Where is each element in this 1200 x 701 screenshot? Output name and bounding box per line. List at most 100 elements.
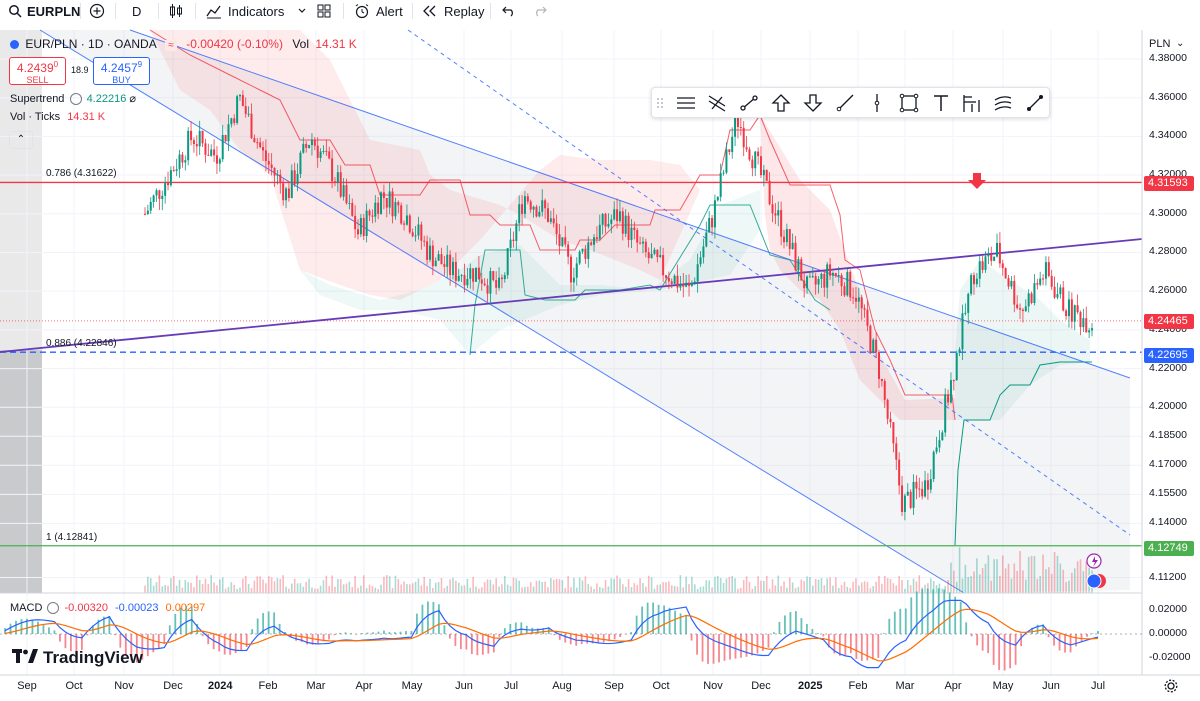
candle-body [305,143,308,148]
macd-histogram-bar [1020,634,1023,647]
volume-bar [417,578,420,593]
tradingview-logo[interactable]: TradingView [12,648,143,668]
volume-bar [938,583,941,593]
macd-histogram-bar [1097,631,1099,634]
candle-body [719,173,722,197]
redo-button[interactable] [533,0,547,22]
price-axis-label: 4.31593 [1144,175,1194,191]
volume-bar [256,576,259,593]
ray-icon[interactable] [834,92,856,114]
volume-bar [452,577,454,593]
volume-bar [167,585,169,593]
candle-body [218,159,221,164]
volume-bar [705,580,708,593]
volume-bar [544,581,546,593]
rectangle-icon[interactable] [898,92,920,114]
spread-value: 18.9 [71,65,89,75]
candle-body [806,276,809,289]
fib-retracement-icon[interactable] [960,92,982,114]
macd-histogram-bar [591,634,594,644]
volume-bar [290,583,293,593]
settings-icon[interactable] [1164,679,1178,696]
candle-body [368,210,371,216]
candle-body [434,260,437,267]
macd-line [4,599,1099,669]
compare-button[interactable] [89,0,105,22]
arrow-up-icon[interactable] [770,92,792,114]
tradingview-logo-text: TradingView [43,648,143,667]
candle-body [662,255,665,276]
undo-button[interactable] [502,0,516,22]
trend-line-icon[interactable] [738,92,760,114]
candle-body [742,127,745,148]
measure-icon[interactable] [1024,92,1046,114]
candle-body [996,242,999,257]
volume-bar [1001,555,1004,593]
macd-histogram-bar [690,634,693,641]
macd-histogram-bar [520,622,523,634]
macd-legend[interactable]: MACD -0.00320 -0.00023 0.00297 [10,602,205,615]
volume-bar [308,578,310,593]
indicators-button[interactable]: Indicators [206,0,306,22]
macd-histogram-bar [432,601,435,634]
sell-button[interactable]: 4.24390 SELL [9,57,66,85]
regression-trend-icon[interactable] [992,92,1014,114]
supertrend-legend[interactable]: Supertrend 4.22216 ⌀ [10,92,136,106]
vertical-line-icon[interactable] [866,92,888,114]
fib-label-0786: 0.786 (4.31622) [46,168,117,180]
candle-body [1027,293,1030,307]
volume-bar [978,574,981,593]
macd-histogram-bar [97,619,100,634]
candle-body [604,213,607,227]
replay-button[interactable]: Replay [422,0,484,22]
text-icon[interactable] [930,92,952,114]
candle-body [492,271,495,281]
parallel-channel-icon[interactable] [706,92,728,114]
symbol-search[interactable]: EURPLN [8,0,80,22]
volume-bar [239,587,241,593]
volume-bar [529,582,532,593]
layouts-button[interactable] [317,0,331,22]
volume-bar [832,585,834,593]
candle-body [872,339,875,353]
volume-bar [221,577,224,593]
collapse-legend-button[interactable]: ⌃ [9,131,33,149]
horizontal-lines-icon[interactable] [675,92,697,114]
candle-body [593,237,596,245]
buy-button[interactable]: 4.24579 BUY [93,57,150,85]
time-axis-label: Apr [944,680,962,692]
chevron-down-icon[interactable]: ⌄ [1176,38,1185,49]
candle-body [371,215,374,217]
volume-bar [273,581,276,593]
candle-body [158,190,161,200]
rewind-icon [422,5,438,17]
macd-tick: 0.02000 [1149,603,1187,615]
macd-histogram-bar [438,604,440,634]
macd-histogram-bar [289,634,292,638]
candle-body [241,95,244,107]
grid-icon [317,4,331,18]
volume-bar [429,578,431,593]
volume-bar [800,579,803,593]
volume-bar [734,578,736,593]
candle-body [457,276,460,281]
arrow-down-icon[interactable] [802,92,824,114]
volume-bar [639,578,641,593]
volume-bar [765,575,768,593]
candle-body [722,172,725,174]
candle-body [880,378,883,381]
chart-type-button[interactable] [169,0,183,22]
drag-handle-icon[interactable] [655,92,665,114]
candle-body [204,143,207,155]
chart-canvas[interactable] [0,22,1200,701]
alert-button[interactable]: Alert [354,0,403,22]
vol-ticks-legend[interactable]: Vol · Ticks 14.31 K [10,111,105,123]
volume-bar [909,585,912,593]
currency-unit[interactable]: PLN [1149,38,1171,50]
macd-histogram-bar [987,634,990,654]
volume-bar [786,587,788,593]
candle-body [454,261,457,281]
macd-histogram-bar [981,634,984,651]
interval-button[interactable]: D [132,0,141,22]
macd-histogram-bar [1058,634,1061,651]
